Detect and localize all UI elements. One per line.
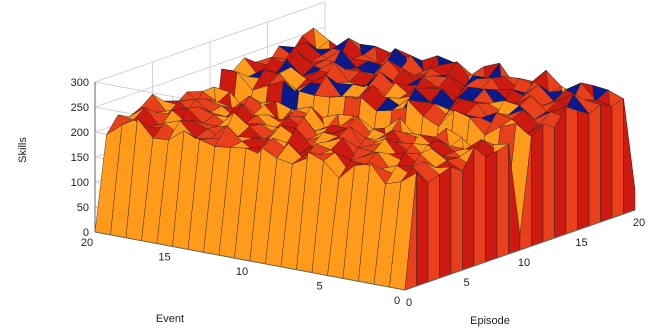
surface-front-patch	[496, 143, 509, 259]
surface-front-patch	[588, 104, 601, 227]
surface-front-patch	[485, 150, 498, 263]
surface-front-patch	[473, 146, 486, 267]
surface-front-patch	[565, 106, 578, 235]
x-tick-label: 10	[518, 257, 530, 269]
surface-front-patch	[554, 106, 567, 239]
y-tick-label: 0	[394, 295, 400, 307]
y-axis-label: Event	[156, 313, 184, 325]
x-tick-label: 20	[633, 217, 645, 229]
surface-front-patch	[542, 123, 555, 243]
surface-front-patch	[450, 166, 463, 275]
surface-mesh	[94, 27, 636, 291]
surface-front-patch	[577, 110, 590, 231]
z-tick-label: 100	[71, 177, 89, 189]
z-tick-label: 200	[71, 127, 89, 139]
surface-front-patch	[531, 123, 544, 247]
z-tick-label: 150	[71, 152, 89, 164]
z-tick-label: 250	[71, 102, 89, 114]
x-tick-label: 15	[575, 237, 587, 249]
x-tick-label: 0	[406, 297, 412, 309]
x-axis-label: Episode	[470, 315, 510, 327]
y-tick-label: 15	[158, 252, 170, 264]
axis-line-x	[404, 209, 636, 291]
surface-front-patch	[439, 166, 452, 279]
axes-frame	[94, 82, 636, 291]
surface-front-patch	[623, 98, 636, 215]
surface-front-patch	[600, 104, 613, 223]
z-tick-label: 0	[83, 227, 89, 239]
y-tick-label: 20	[81, 237, 93, 249]
z-tick-label: 50	[77, 202, 89, 214]
surface-front-patch	[611, 98, 624, 219]
surface-front-patch	[427, 174, 440, 283]
surface-front-patch	[416, 172, 429, 287]
x-tick-label: 5	[463, 277, 469, 289]
axis-line-y	[94, 231, 406, 291]
y-tick-label: 10	[236, 266, 248, 278]
z-axis-label: Skills	[17, 137, 29, 163]
z-tick-label: 300	[71, 77, 89, 89]
y-tick-label: 5	[316, 281, 322, 293]
